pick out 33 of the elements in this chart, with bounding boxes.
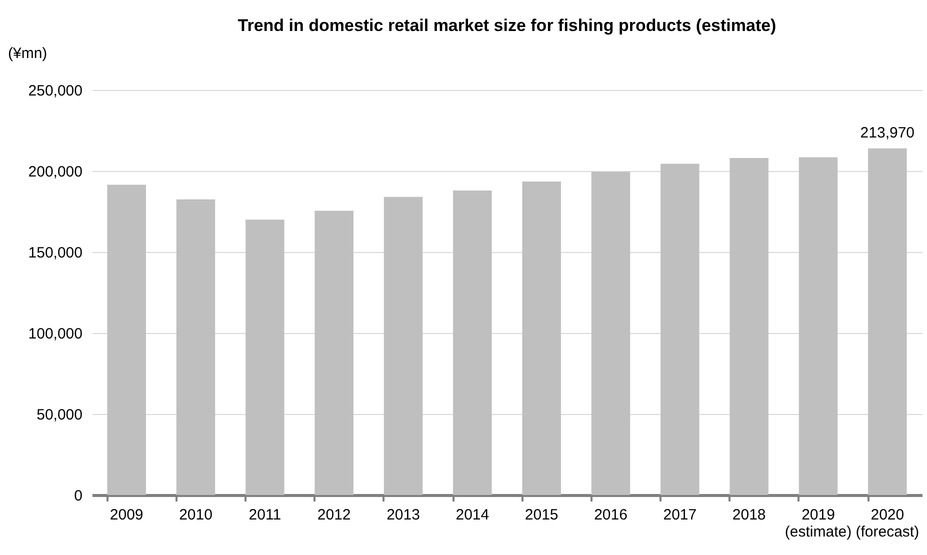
x-tick-label: 2013 bbox=[386, 506, 420, 524]
x-tick-label: 2015 bbox=[524, 506, 558, 524]
x-tick-label: 2018 bbox=[732, 506, 766, 524]
y-tick-label: 250,000 bbox=[28, 82, 82, 100]
x-tick-label: 2009 bbox=[110, 506, 144, 524]
x-tick-label: 2020 (forecast) bbox=[856, 506, 920, 540]
bar bbox=[314, 210, 354, 495]
x-tick-label: 2010 bbox=[179, 506, 212, 524]
y-axis-title: (¥mn) bbox=[8, 45, 48, 62]
bar bbox=[453, 190, 492, 495]
bar bbox=[107, 184, 146, 495]
y-tick-label: 150,000 bbox=[28, 244, 82, 262]
bar bbox=[522, 182, 561, 495]
x-tick-label: 2012 bbox=[317, 506, 351, 524]
x-tick-label: 2016 bbox=[594, 506, 628, 524]
y-tick-label: 100,000 bbox=[28, 326, 82, 342]
bar bbox=[591, 172, 630, 495]
bar bbox=[176, 199, 216, 495]
y-tick-label: 200,000 bbox=[28, 164, 82, 180]
bar bbox=[246, 220, 284, 495]
bar bbox=[384, 196, 423, 495]
x-tick-label: 2017 bbox=[663, 506, 697, 524]
x-tick-label: 2014 bbox=[456, 506, 490, 524]
bar bbox=[730, 158, 768, 495]
bar bbox=[798, 157, 838, 495]
x-tick-label: 2011 bbox=[248, 506, 282, 524]
y-tick-label: 50,000 bbox=[36, 406, 82, 424]
data-label: 213,970 bbox=[860, 124, 915, 142]
bar bbox=[868, 148, 907, 495]
bar bbox=[660, 164, 700, 495]
x-tick-label: 2019 (estimate) bbox=[784, 506, 852, 540]
chart-title: Trend in domestic retail market size for fishing products (estimate) bbox=[238, 16, 776, 35]
y-tick-label: 0 bbox=[74, 488, 82, 504]
